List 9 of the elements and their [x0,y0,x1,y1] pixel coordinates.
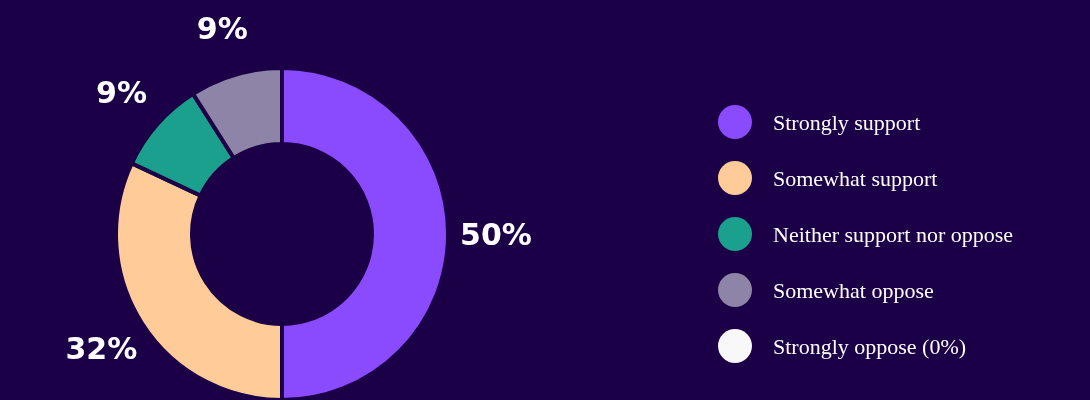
legend-label: Strongly oppose (0%) [773,333,967,359]
data-label: 9% [196,11,248,46]
legend-label: Somewhat support [773,165,938,191]
legend-label: Somewhat oppose [773,277,934,303]
data-label: 32% [65,331,138,367]
data-label: 50% [460,216,532,252]
legend-label: Strongly support [773,109,921,135]
legend-label: Neither support nor oppose [773,221,1014,247]
data-label: 9% [96,74,147,110]
